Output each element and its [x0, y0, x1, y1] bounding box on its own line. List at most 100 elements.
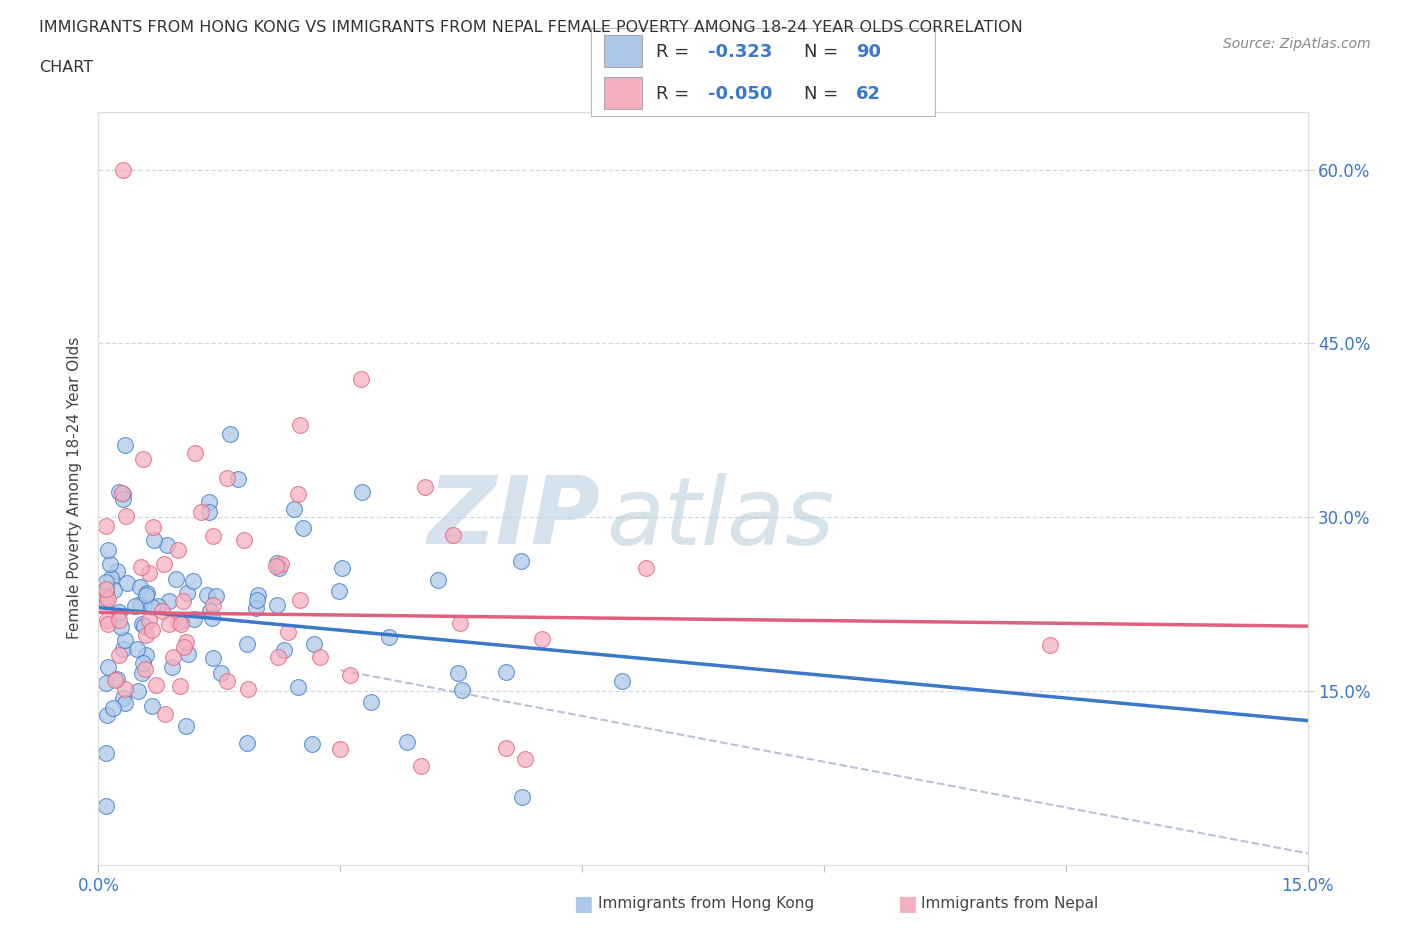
Text: CHART: CHART: [39, 60, 93, 74]
Point: [129, 597, 152, 612]
Point: [328, 583, 350, 598]
Point: [205, 589, 228, 604]
Point: [301, 737, 323, 751]
Point: [449, 616, 471, 631]
Point: [153, 556, 176, 571]
Point: [96, 675, 118, 690]
Point: [141, 698, 163, 713]
Point: [97, 542, 120, 557]
Point: [267, 649, 290, 664]
Point: [111, 485, 134, 500]
Point: [290, 592, 312, 607]
Point: [495, 740, 517, 755]
Bar: [605, 35, 643, 67]
Point: [138, 613, 160, 628]
Point: [173, 640, 195, 655]
Text: ZIP: ZIP: [427, 472, 600, 565]
Point: [131, 665, 153, 680]
Point: [157, 593, 180, 608]
Point: [181, 573, 204, 588]
Point: [495, 664, 517, 679]
Point: [111, 486, 134, 501]
Point: [426, 572, 449, 587]
Point: [103, 701, 125, 716]
Point: [167, 542, 190, 557]
Point: [245, 601, 267, 616]
Text: Immigrants from Nepal: Immigrants from Nepal: [921, 897, 1098, 911]
Point: [195, 588, 218, 603]
Point: [162, 650, 184, 665]
Point: [267, 561, 290, 576]
Point: [264, 558, 287, 573]
Point: [377, 630, 399, 644]
Point: [96, 581, 118, 596]
Point: [352, 485, 374, 499]
Point: [636, 561, 658, 576]
Point: [112, 691, 135, 706]
Point: [451, 683, 474, 698]
Point: [96, 708, 118, 723]
Text: -0.323: -0.323: [707, 43, 772, 60]
Point: [142, 532, 165, 547]
Point: [200, 610, 222, 625]
Text: N =: N =: [804, 43, 838, 60]
Point: [169, 679, 191, 694]
Text: ■: ■: [574, 894, 593, 914]
Point: [1039, 637, 1062, 652]
Point: [176, 586, 198, 601]
Point: [170, 614, 193, 629]
Point: [245, 593, 267, 608]
Text: Source: ZipAtlas.com: Source: ZipAtlas.com: [1223, 37, 1371, 51]
Point: [111, 491, 134, 506]
Point: [236, 735, 259, 750]
Point: [111, 642, 134, 657]
Y-axis label: Female Poverty Among 18-24 Year Olds: Female Poverty Among 18-24 Year Olds: [67, 338, 83, 640]
Point: [96, 594, 118, 609]
Point: [132, 656, 155, 671]
Point: [103, 582, 125, 597]
Point: [190, 505, 212, 520]
Point: [96, 584, 118, 599]
Point: [172, 593, 194, 608]
Point: [114, 681, 136, 696]
Point: [125, 642, 148, 657]
Point: [287, 486, 309, 501]
Point: [134, 661, 156, 676]
Point: [110, 620, 132, 635]
Point: [226, 472, 249, 486]
Point: [170, 617, 193, 631]
Point: [131, 452, 153, 467]
Point: [218, 427, 240, 442]
Point: [360, 694, 382, 709]
Point: [238, 682, 260, 697]
Point: [136, 586, 159, 601]
Point: [287, 679, 309, 694]
Point: [96, 590, 118, 604]
Point: [409, 759, 432, 774]
Text: IMMIGRANTS FROM HONG KONG VS IMMIGRANTS FROM NEPAL FEMALE POVERTY AMONG 18-24 YE: IMMIGRANTS FROM HONG KONG VS IMMIGRANTS …: [39, 20, 1024, 35]
Point: [146, 598, 169, 613]
Point: [129, 560, 152, 575]
Point: [108, 647, 131, 662]
Point: [160, 660, 183, 675]
Point: [277, 624, 299, 639]
Point: [150, 603, 173, 618]
Point: [105, 564, 128, 578]
Point: [612, 673, 634, 688]
Point: [105, 671, 128, 686]
Point: [184, 446, 207, 461]
Point: [530, 631, 553, 646]
Point: [111, 162, 134, 177]
Point: [509, 553, 531, 568]
Point: [232, 533, 254, 548]
Text: Immigrants from Hong Kong: Immigrants from Hong Kong: [598, 897, 814, 911]
Point: [447, 666, 470, 681]
Point: [135, 628, 157, 643]
Point: [141, 623, 163, 638]
Point: [131, 617, 153, 631]
Point: [165, 572, 187, 587]
Point: [100, 571, 122, 586]
Point: [114, 632, 136, 647]
Point: [96, 613, 118, 628]
Point: [198, 604, 221, 618]
